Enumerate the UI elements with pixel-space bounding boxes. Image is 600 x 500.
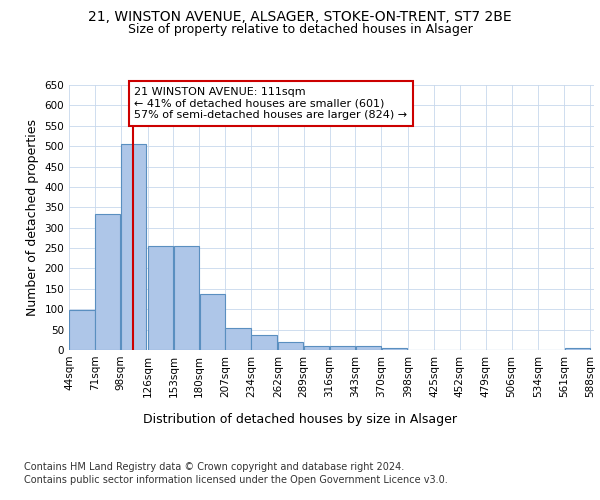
Text: Size of property relative to detached houses in Alsager: Size of property relative to detached ho…: [128, 22, 472, 36]
Bar: [251, 335, 277, 350]
Text: Contains HM Land Registry data © Crown copyright and database right 2024.: Contains HM Land Registry data © Crown c…: [24, 462, 404, 472]
Bar: [565, 348, 590, 350]
Bar: [121, 144, 146, 350]
Text: Distribution of detached houses by size in Alsager: Distribution of detached houses by size …: [143, 412, 457, 426]
Bar: [278, 342, 304, 350]
Bar: [148, 246, 173, 350]
Bar: [69, 310, 95, 350]
Bar: [200, 294, 225, 350]
Text: Contains public sector information licensed under the Open Government Licence v3: Contains public sector information licen…: [24, 475, 448, 485]
Bar: [356, 346, 381, 350]
Y-axis label: Number of detached properties: Number of detached properties: [26, 119, 39, 316]
Bar: [330, 346, 355, 350]
Bar: [226, 328, 251, 350]
Text: 21 WINSTON AVENUE: 111sqm
← 41% of detached houses are smaller (601)
57% of semi: 21 WINSTON AVENUE: 111sqm ← 41% of detac…: [134, 87, 407, 120]
Bar: [304, 346, 329, 350]
Bar: [173, 246, 199, 350]
Bar: [382, 348, 407, 350]
Text: 21, WINSTON AVENUE, ALSAGER, STOKE-ON-TRENT, ST7 2BE: 21, WINSTON AVENUE, ALSAGER, STOKE-ON-TR…: [88, 10, 512, 24]
Bar: [95, 214, 121, 350]
